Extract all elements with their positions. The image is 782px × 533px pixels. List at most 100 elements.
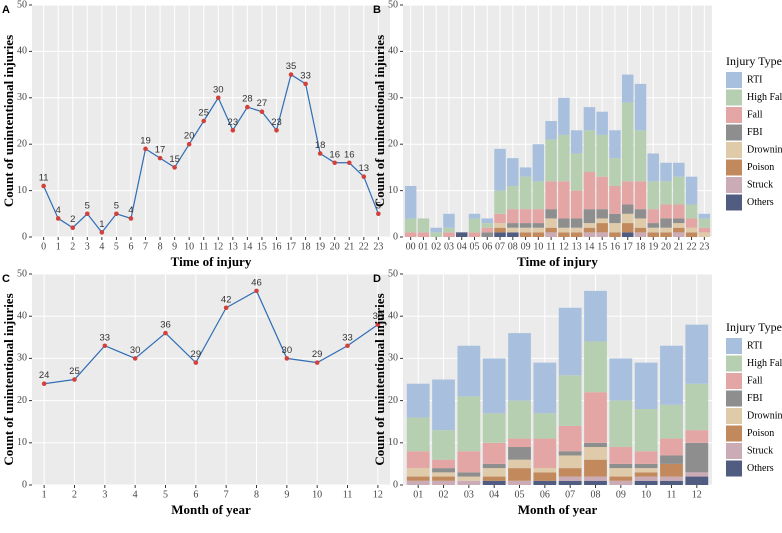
bar-segment — [596, 232, 608, 237]
bar-segment — [647, 209, 660, 224]
bar-segment — [558, 480, 582, 485]
bar-segment — [685, 218, 698, 228]
bar-segment — [634, 209, 647, 219]
bar-segment — [647, 181, 660, 210]
bar-segment — [443, 232, 455, 237]
legend-key — [726, 373, 742, 389]
bar-segment — [609, 130, 621, 159]
bar-segment — [660, 227, 672, 233]
value-label: 27 — [257, 98, 268, 109]
x-tick-label: 23 — [373, 241, 383, 252]
bar-segment — [482, 442, 506, 464]
bar-segment — [584, 480, 607, 485]
bar-segment — [584, 459, 607, 477]
point — [172, 165, 177, 170]
x-tick-label: 4 — [133, 489, 138, 500]
point — [132, 356, 138, 361]
value-label: 16 — [329, 149, 340, 160]
x-tick-label: 18 — [635, 241, 645, 252]
bar-segment — [660, 345, 683, 405]
y-tick-label: 20 — [17, 395, 27, 406]
x-tick-label: 11 — [667, 489, 677, 500]
bar-segment — [507, 223, 519, 228]
bar-segment — [482, 463, 506, 469]
bar-segment — [584, 341, 607, 393]
panel-letter: A — [2, 4, 10, 16]
point — [230, 127, 236, 133]
bar-segment — [494, 190, 506, 214]
bar-segment — [508, 333, 531, 401]
x-tick-label: 10 — [184, 241, 194, 252]
legend-label: Fall — [747, 375, 763, 386]
bar-segment — [417, 232, 430, 237]
value-label: 4 — [56, 205, 61, 216]
bar-segment — [583, 172, 596, 210]
point — [361, 174, 367, 179]
bar-segment — [596, 209, 608, 219]
bar-segment — [634, 130, 647, 182]
x-tick-label: 09 — [521, 241, 531, 252]
x-tick-label: 18 — [301, 241, 311, 252]
bar-segment — [583, 227, 596, 233]
legend-key — [726, 390, 742, 407]
legend-label: Poison — [747, 162, 774, 173]
bar-segment — [507, 185, 519, 210]
y-axis-title: Count of unintentional injuries — [1, 293, 16, 465]
bar-segment — [545, 121, 557, 140]
bar-segment — [533, 362, 557, 414]
legend-label: Struck — [747, 445, 773, 456]
bar-segment — [583, 223, 596, 228]
legend-key — [726, 443, 742, 459]
bar-segment — [584, 476, 607, 481]
bar-segment — [406, 383, 430, 418]
bar-segment — [533, 413, 557, 439]
bar-segment — [545, 232, 557, 237]
point — [70, 225, 76, 231]
bar-segment — [621, 181, 634, 205]
y-tick-label: 20 — [388, 138, 398, 149]
bar-segment — [673, 223, 685, 228]
bar-segment — [432, 476, 455, 481]
x-tick-label: 01 — [413, 489, 423, 500]
bar-segment — [634, 218, 647, 228]
bar-segment — [519, 227, 532, 233]
bar-segment — [482, 480, 506, 485]
bar-segment — [685, 232, 698, 237]
bar-segment — [432, 459, 455, 469]
bar-segment — [507, 227, 519, 233]
bar-segment — [596, 176, 608, 210]
x-tick-label: 15 — [257, 241, 267, 252]
x-tick-label: 11 — [343, 489, 353, 500]
bar-segment — [494, 232, 506, 237]
bar-segment — [609, 480, 633, 485]
bar-segment — [519, 176, 532, 210]
bar-segment — [584, 392, 607, 443]
x-tick-label: 02 — [439, 489, 449, 500]
bar-segment — [508, 447, 531, 460]
y-tick-label: 40 — [388, 46, 398, 57]
value-label: 23 — [271, 117, 282, 128]
x-tick-label: 13 — [228, 241, 238, 252]
point — [163, 330, 168, 336]
bar-segment — [406, 417, 430, 452]
x-tick-label: 12 — [692, 489, 702, 500]
bar-segment — [533, 468, 557, 473]
bar-segment — [634, 472, 658, 477]
value-label: 2 — [70, 214, 75, 225]
value-label: 5 — [376, 200, 381, 211]
bar-segment — [404, 232, 417, 237]
x-tick-label: 9 — [284, 489, 289, 500]
bar-segment — [545, 227, 557, 233]
legend-key — [726, 338, 742, 354]
bar-segment — [432, 468, 455, 473]
bar-segment — [685, 383, 709, 431]
legend-label: Fall — [747, 109, 763, 120]
bar-segment — [468, 218, 481, 233]
legend-label: FBI — [747, 127, 763, 138]
legend-key — [726, 142, 742, 158]
y-tick-label: 50 — [17, 268, 27, 279]
bar-segment — [609, 476, 633, 481]
point — [128, 216, 134, 221]
bar-segment — [533, 480, 557, 485]
